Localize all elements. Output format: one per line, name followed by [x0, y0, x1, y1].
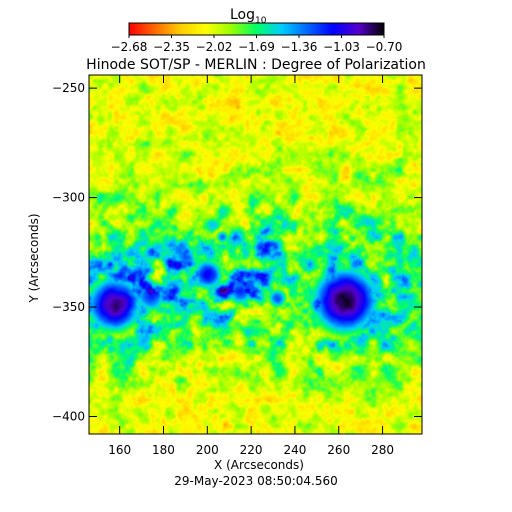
x-tick-label: 200: [196, 443, 219, 457]
x-tick-label: 160: [108, 443, 131, 457]
y-tick-label: −250: [52, 81, 85, 95]
colorbar-tick-label: −2.02: [196, 40, 233, 54]
x-tick-label: 260: [327, 443, 350, 457]
x-axis: 160 180 200 220 240 260 280: [108, 75, 394, 457]
colorbar-tick-label: −2.35: [153, 40, 190, 54]
plot-frame: [88, 74, 423, 435]
colorbar-tick-label: −1.03: [323, 40, 360, 54]
y-axis-label: Y (Arcseconds): [27, 213, 41, 303]
x-tick-label: 280: [371, 443, 394, 457]
colorbar: [128, 22, 385, 36]
x-tick-label: 220: [240, 443, 263, 457]
colorbar-title: Log10: [230, 7, 267, 26]
colorbar-tick-label: −2.68: [111, 40, 148, 54]
y-tick-label: −300: [52, 191, 85, 205]
x-tick-label: 240: [283, 443, 306, 457]
x-axis-label: X (Arcseconds): [214, 458, 304, 472]
colorbar-ticks: −2.68 −2.35 −2.02 −1.69 −1.36 −1.03 −0.70: [111, 35, 403, 54]
polarization-heatmap: [89, 75, 422, 434]
colorbar-tick-label: −1.69: [238, 40, 275, 54]
plot-area: 160 180 200 220 240 260 280 −250 −300 −350 −400: [52, 74, 423, 457]
timestamp: 29-May-2023 08:50:04.560: [174, 474, 338, 488]
y-tick-label: −400: [52, 409, 85, 423]
colorbar-tick-label: −0.70: [366, 40, 403, 54]
y-tick-label: −350: [52, 300, 85, 314]
x-tick-label: 180: [152, 443, 175, 457]
chart-title: Hinode SOT/SP - MERLIN : Degree of Polar…: [86, 57, 426, 73]
colorbar-tick-label: −1.36: [281, 40, 318, 54]
y-axis: −250 −300 −350 −400: [52, 81, 422, 423]
